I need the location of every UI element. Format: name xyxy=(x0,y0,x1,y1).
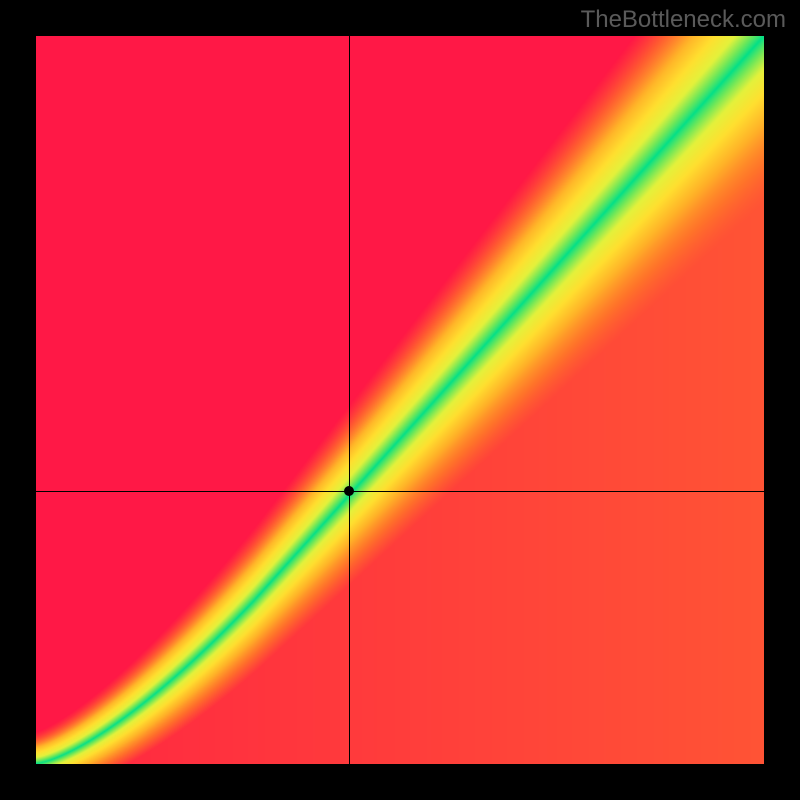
plot-area xyxy=(36,36,764,764)
marker-dot xyxy=(344,486,354,496)
crosshair-vertical xyxy=(349,36,350,764)
crosshair-horizontal xyxy=(36,491,764,492)
chart-container: TheBottleneck.com xyxy=(0,0,800,800)
watermark-text: TheBottleneck.com xyxy=(581,6,786,34)
heatmap-canvas xyxy=(36,36,764,764)
